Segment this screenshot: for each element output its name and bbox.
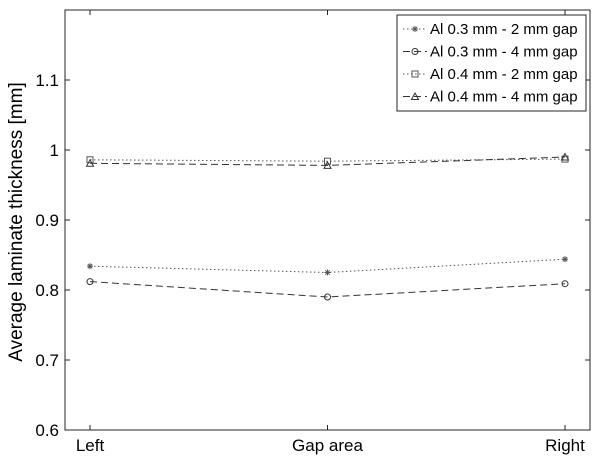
data-point-triangle bbox=[85, 158, 95, 167]
legend-marker-circle bbox=[411, 48, 419, 55]
legend-item: Al 0.4 mm - 2 mm gap bbox=[403, 66, 578, 83]
series-2 bbox=[86, 278, 569, 301]
legend-label: Al 0.3 mm - 2 mm gap bbox=[430, 21, 578, 38]
x-tick-label: Gap area bbox=[292, 436, 363, 455]
y-tick-label: 1 bbox=[50, 141, 59, 160]
legend-box bbox=[396, 14, 587, 112]
data-point-triangle bbox=[323, 160, 332, 169]
series-1 bbox=[87, 256, 568, 276]
x-tick-label: Right bbox=[545, 436, 585, 455]
y-tick-label: 0.7 bbox=[35, 351, 59, 370]
legend-item: Al 0.4 mm - 4 mm gap bbox=[403, 89, 578, 106]
y-tick-label: 0.8 bbox=[35, 281, 59, 300]
legend-marker-asterisk bbox=[412, 26, 418, 32]
legend-marker-triangle bbox=[410, 91, 420, 100]
legend-item: Al 0.3 mm - 2 mm gap bbox=[403, 21, 578, 38]
series-layer bbox=[85, 152, 570, 301]
x-axis-ticks: Left Gap area Right bbox=[76, 10, 585, 455]
data-point-asterisk bbox=[562, 256, 568, 263]
data-point-triangle bbox=[560, 152, 570, 161]
legend-label: Al 0.4 mm - 2 mm gap bbox=[430, 66, 578, 83]
y-tick-label: 1.1 bbox=[35, 71, 59, 90]
y-axis-ticks: 0.6 0.7 0.8 0.9 1 1.1 bbox=[35, 71, 590, 440]
data-point-asterisk bbox=[87, 263, 93, 270]
y-tick-label: 0.9 bbox=[35, 211, 59, 230]
series-line bbox=[89, 281, 566, 298]
legend-label: Al 0.3 mm - 4 mm gap bbox=[430, 44, 578, 61]
series-line bbox=[89, 258, 566, 274]
y-tick-label: 0.6 bbox=[35, 421, 59, 440]
x-tick-label: Left bbox=[76, 436, 105, 455]
data-point-square bbox=[86, 156, 94, 164]
legend: Al 0.3 mm - 2 mm gap Al 0.3 mm - 4 mm gap… bbox=[396, 14, 587, 112]
legend-item: Al 0.3 mm - 4 mm gap bbox=[403, 44, 578, 61]
legend-marker-square bbox=[411, 70, 419, 78]
data-point-circle bbox=[324, 293, 331, 301]
y-axis-label: Average laminate thickness [mm] bbox=[6, 82, 27, 362]
data-point-asterisk bbox=[324, 269, 331, 276]
legend-label: Al 0.4 mm - 4 mm gap bbox=[430, 89, 578, 106]
data-point-circle bbox=[86, 278, 94, 286]
data-point-square bbox=[324, 157, 331, 165]
series-4 bbox=[85, 152, 570, 169]
series-line bbox=[89, 156, 566, 166]
data-point-circle bbox=[561, 280, 569, 288]
